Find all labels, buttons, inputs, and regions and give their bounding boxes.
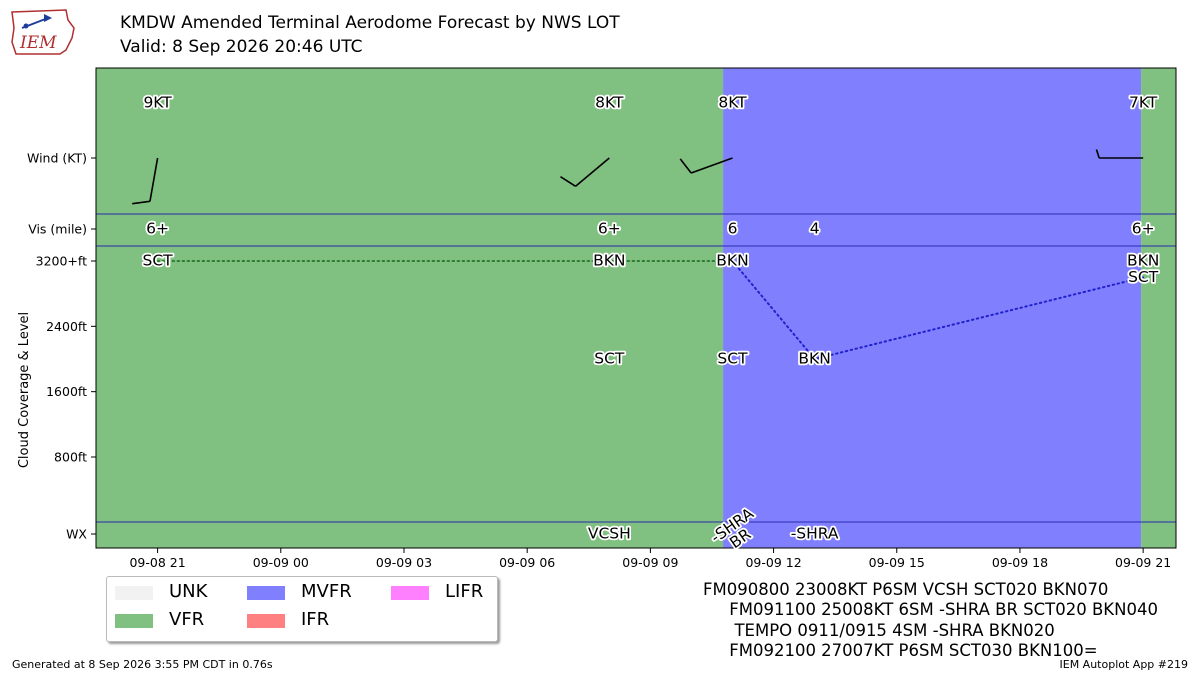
visibility-label: 4 <box>810 220 820 238</box>
wind-barb-staff <box>575 157 610 187</box>
x-tick-label: 09-09 15 <box>869 555 925 570</box>
generated-footer: Generated at 8 Sep 2026 3:55 PM CDT in 0… <box>12 658 273 671</box>
taf-line: FM090800 23008KT P6SM VCSH SCT020 BKN070 <box>703 580 1109 599</box>
wind-barb-flag <box>132 200 151 205</box>
y-row-label: WX <box>66 527 87 542</box>
taf-line: FM091100 25008KT 6SM -SHRA BR SCT020 BKN… <box>703 600 1158 620</box>
y-tick-label: 2400ft <box>46 319 87 334</box>
legend-label: UNK <box>169 581 208 602</box>
chart-subtitle: Valid: 8 Sep 2026 20:46 UTC <box>120 37 363 57</box>
cloud-cover-label: BKN <box>716 252 748 270</box>
y-row-label: Vis (mile) <box>28 222 87 237</box>
wind-barb-flag <box>560 175 577 187</box>
x-tick-label: 09-09 09 <box>622 555 678 570</box>
legend-swatch <box>391 586 429 600</box>
visibility-label: 6+ <box>1132 220 1155 238</box>
x-tick-label: 09-08 21 <box>129 555 185 570</box>
wind-barb-flag <box>1095 149 1100 159</box>
y-axis-title: Cloud Coverage & Level <box>17 312 32 468</box>
wind-speed-label: 9KT <box>143 94 172 112</box>
visibility-label: 6+ <box>146 220 169 238</box>
wind-barb-staff <box>690 157 733 174</box>
x-tick-label: 09-09 18 <box>992 555 1048 570</box>
cloud-cover-label: BKN <box>593 252 625 270</box>
cloud-cover-label: BKN <box>798 350 830 368</box>
cloud-cover-label: BKN <box>1127 252 1159 270</box>
chart-title: KMDW Amended Terminal Aerodome Forecast … <box>120 13 620 33</box>
y-tick-label: 1600ft <box>46 384 87 399</box>
wind-barb-staff <box>149 157 159 202</box>
wind-speed-label: 7KT <box>1129 94 1158 112</box>
x-tick-label: 09-09 03 <box>376 555 432 570</box>
legend-swatch <box>115 586 153 600</box>
flight-category-band-vfr <box>96 68 724 548</box>
wind-speed-label: 8KT <box>595 94 624 112</box>
wind-barb-flag <box>679 158 692 174</box>
svg-text:IEM: IEM <box>19 33 57 53</box>
legend-swatch <box>247 614 285 628</box>
taf-line: TEMPO 0911/0915 4SM -SHRA BKN020 <box>703 620 1055 640</box>
legend-label: MVFR <box>301 581 352 602</box>
app-footer: IEM Autoplot App #219 <box>1059 658 1189 671</box>
visibility-label: 6 <box>728 220 738 238</box>
taf-raw-text: FM090800 23008KT P6SM VCSH SCT020 BKN070… <box>703 580 1158 661</box>
legend-swatch <box>247 586 285 600</box>
x-tick-label: 09-09 12 <box>745 555 801 570</box>
iem-logo: IEM <box>11 9 75 55</box>
weather-label: VCSH <box>588 525 631 543</box>
x-tick-label: 09-09 00 <box>253 555 309 570</box>
legend-label: IFR <box>301 609 330 630</box>
weather-label: -SHRA <box>791 525 839 543</box>
legend: UNK VFR MVFR IFR LIFR <box>106 576 498 642</box>
cloud-cover-label: SCT <box>1128 268 1159 286</box>
taf-line: FM092100 27007KT P6SM SCT030 BKN100= <box>703 640 1098 660</box>
y-tick-label: 3200+ft <box>36 254 87 269</box>
legend-label: VFR <box>169 609 205 630</box>
x-tick-label: 09-09 21 <box>1115 555 1171 570</box>
flight-category-band-vfr <box>1141 68 1176 548</box>
legend-swatch <box>115 614 153 628</box>
cloud-cover-label: SCT <box>143 252 174 270</box>
y-tick-label: 800ft <box>54 450 87 465</box>
y-row-label: Wind (KT) <box>27 151 87 166</box>
visibility-label: 6+ <box>598 220 621 238</box>
legend-label: LIFR <box>445 581 484 602</box>
flight-category-band-mvfr <box>723 68 1142 548</box>
x-tick-label: 09-09 06 <box>499 555 555 570</box>
wind-speed-label: 8KT <box>718 94 747 112</box>
plot-frame <box>95 67 1177 549</box>
cloud-cover-label: SCT <box>594 350 625 368</box>
cloud-cover-label: SCT <box>717 350 748 368</box>
